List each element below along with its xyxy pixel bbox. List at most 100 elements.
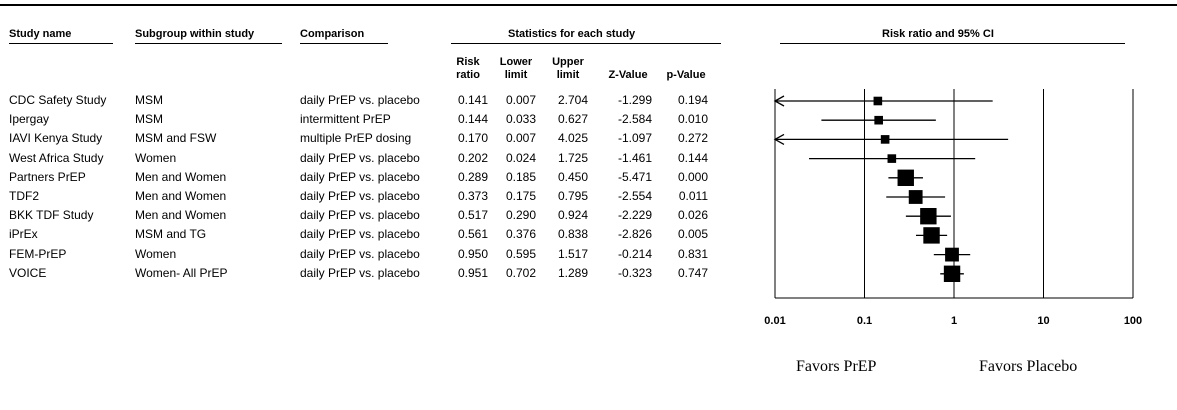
ci-clip-arrow (773, 133, 785, 145)
x-tick-label: 10 (1037, 315, 1049, 327)
cell-lower-limit: 0.175 (505, 189, 536, 203)
cell-study: VOICE (9, 265, 47, 280)
cell-p-value: 0.194 (677, 93, 708, 107)
cell-subgroup: MSM and TG (135, 227, 207, 242)
subheader-risk-ratio-line1: Risk (456, 56, 480, 68)
header-plot-underline (780, 43, 1125, 44)
cell-subgroup: Men and Women (135, 169, 227, 184)
point-estimate-marker (945, 247, 959, 262)
cell-comparison: intermittent PrEP (300, 112, 391, 127)
cell-lower-limit: 0.376 (505, 227, 536, 242)
cell-z-value: -1.461 (617, 150, 652, 165)
cell-comparison: daily PrEP vs. placebo (300, 169, 420, 184)
top-rule (0, 4, 1177, 6)
x-tick-label: 100 (1124, 315, 1142, 327)
cell-upper-limit: 2.704 (557, 93, 588, 107)
cell-lower-limit: 0.185 (505, 169, 536, 184)
subheader-p-value: p-Value (666, 69, 706, 81)
cell-comparison: daily PrEP vs. placebo (300, 150, 420, 165)
subheader-z-value: Z-Value (608, 69, 648, 81)
point-estimate-marker (923, 227, 940, 244)
header-study-underline (9, 43, 113, 44)
x-tick-label: 1 (951, 315, 957, 327)
point-estimate-marker (908, 190, 923, 204)
cell-risk-ratio: 0.141 (457, 93, 488, 107)
cell-z-value: -2.554 (617, 189, 652, 203)
cell-risk-ratio: 0.289 (457, 169, 488, 184)
favors-prep-label: Favors PrEP (796, 358, 877, 375)
cell-study: West Africa Study (9, 150, 104, 165)
subheader-upper-limit-line2: limit (556, 69, 580, 81)
cell-study: FEM-PrEP (9, 246, 67, 261)
cell-p-value: 0.000 (677, 169, 708, 184)
header-stats-underline (451, 43, 721, 44)
cell-z-value: -2.229 (617, 208, 652, 223)
subheader-lower-limit: Lower limit (496, 56, 536, 82)
cell-p-value: 0.831 (677, 246, 708, 261)
favors-placebo-label: Favors Placebo (979, 358, 1078, 375)
cell-risk-ratio: 0.202 (457, 150, 488, 165)
cell-upper-limit: 0.924 (557, 208, 588, 223)
cell-z-value: -5.471 (617, 169, 652, 184)
cell-p-value: 0.026 (677, 208, 708, 223)
cell-subgroup: Men and Women (135, 189, 227, 203)
cell-risk-ratio: 0.951 (457, 265, 488, 280)
x-tick-label: 0.01 (764, 315, 785, 327)
header-stats-group: Statistics for each study (508, 28, 636, 40)
cell-study: TDF2 (9, 189, 39, 203)
cell-z-value: -2.826 (617, 227, 652, 242)
cell-comparison: daily PrEP vs. placebo (300, 227, 420, 242)
cell-comparison: daily PrEP vs. placebo (300, 189, 420, 203)
cell-comparison: multiple PrEP dosing (300, 131, 412, 146)
x-tick-label: 0.1 (857, 315, 872, 327)
cell-upper-limit: 0.627 (557, 112, 588, 127)
cell-upper-limit: 0.838 (557, 227, 588, 242)
cell-subgroup: Men and Women (135, 208, 227, 223)
header-comparison: Comparison (300, 28, 365, 40)
cell-study: IAVI Kenya Study (9, 131, 103, 146)
header-study-name: Study name (9, 28, 72, 40)
cell-p-value: 0.011 (678, 189, 708, 203)
subheader-risk-ratio-line2: ratio (456, 69, 480, 81)
cell-risk-ratio: 0.373 (457, 189, 488, 203)
cell-subgroup: Women (135, 150, 177, 165)
cell-comparison: daily PrEP vs. placebo (300, 265, 420, 280)
cell-study: BKK TDF Study (9, 208, 94, 223)
cell-upper-limit: 1.289 (557, 265, 588, 280)
point-estimate-marker (874, 115, 883, 125)
cell-z-value: -0.214 (617, 246, 652, 261)
ci-clip-arrow (773, 95, 785, 107)
header-subgroup: Subgroup within study (135, 28, 255, 40)
cell-risk-ratio: 0.170 (457, 131, 488, 146)
point-estimate-marker (897, 169, 914, 186)
cell-subgroup: MSM (135, 93, 163, 107)
subheader-upper-limit: Upper limit (548, 56, 588, 82)
cell-lower-limit: 0.290 (505, 208, 536, 223)
cell-subgroup: Women- All PrEP (135, 265, 228, 280)
cell-p-value: 0.747 (677, 265, 708, 280)
cell-z-value: -1.299 (617, 93, 652, 107)
cell-p-value: 0.010 (677, 112, 708, 127)
cell-p-value: 0.005 (677, 227, 708, 242)
header-plot-title: Risk ratio and 95% CI (882, 28, 994, 40)
cell-lower-limit: 0.007 (505, 93, 536, 107)
cell-lower-limit: 0.702 (505, 265, 536, 280)
point-estimate-marker (880, 135, 890, 144)
cell-comparison: daily PrEP vs. placebo (300, 93, 420, 107)
cell-study: CDC Safety Study (9, 93, 107, 107)
cell-lower-limit: 0.024 (505, 150, 536, 165)
cell-subgroup: MSM (135, 112, 163, 127)
cell-upper-limit: 1.517 (557, 246, 588, 261)
subheader-lower-limit-line1: Lower (499, 56, 533, 68)
subheader-upper-limit-line1: Upper (552, 56, 584, 68)
cell-risk-ratio: 0.144 (457, 112, 488, 127)
cell-study: Partners PrEP (9, 169, 86, 184)
cell-p-value: 0.272 (677, 131, 708, 146)
cell-study: Ipergay (9, 112, 50, 127)
point-estimate-marker (943, 265, 961, 282)
cell-z-value: -1.097 (617, 131, 652, 146)
point-estimate-marker (873, 96, 883, 106)
cell-lower-limit: 0.033 (505, 112, 536, 127)
cell-lower-limit: 0.595 (505, 246, 536, 261)
